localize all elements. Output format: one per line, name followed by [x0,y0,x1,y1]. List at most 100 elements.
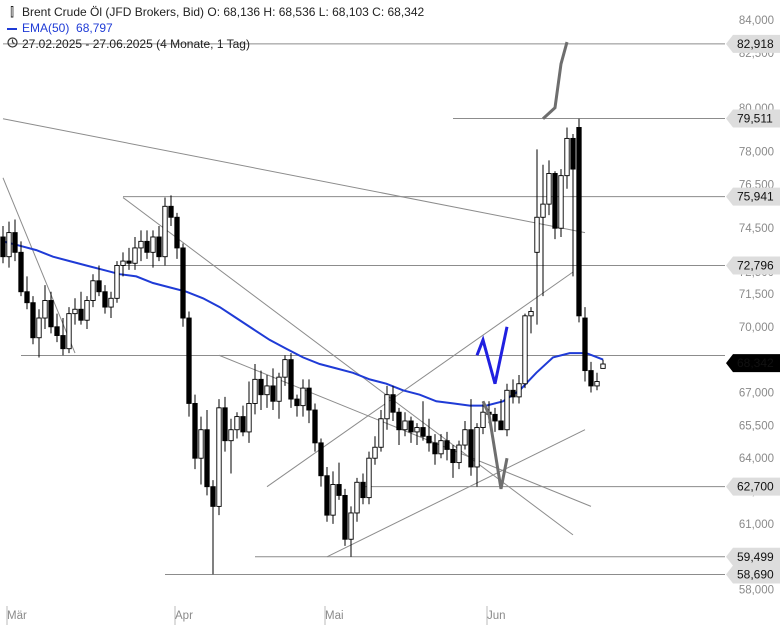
ema50-line [2,240,604,407]
candle-body [318,442,324,477]
candle-90 [540,164,546,297]
ema-label: EMA(50) [22,21,70,35]
candle-87 [522,313,528,389]
candle-28 [168,195,174,227]
candle-55 [330,471,336,524]
candle-14 [84,296,90,329]
candle-83 [498,399,504,431]
candle-74 [444,431,450,461]
candle-35 [210,480,216,575]
candle-body [78,308,84,321]
candle-body [204,429,210,488]
candle-body [366,457,372,499]
candle-body [390,394,396,413]
candle-body [600,363,606,369]
candle-82 [492,407,498,432]
candle-47 [282,355,288,386]
candle-body [300,387,306,407]
y-tick-label: 64,000 [739,453,774,465]
candle-70 [420,401,426,441]
candle-body [156,236,162,258]
candle-60 [360,473,366,505]
candle-body [594,381,600,387]
candle-body [276,376,282,402]
candle-51 [306,379,312,424]
level-label-0: 82,918 [726,34,780,53]
candle-body [426,435,432,444]
candle-body [162,205,168,258]
candle-33 [198,416,204,485]
candle-72 [432,434,438,465]
candle-16 [96,265,102,297]
candle-20 [120,252,126,277]
candle-body [570,137,576,170]
y-tick-label: 74,500 [739,223,774,235]
candle-body [24,291,30,304]
y-tick-label: 78,000 [739,147,774,159]
candle-30 [180,243,186,327]
candle-body [192,402,198,459]
candle-88 [528,307,534,334]
candle-body [108,297,114,308]
trendline-1 [2,118,586,234]
candle-45 [270,368,276,411]
candle-body [480,411,486,428]
candle-body [0,236,6,258]
candle-97 [582,307,588,382]
candle-37 [222,396,228,452]
date-range: 27.02.2025 - 27.06.2025 (4 Monate, 1 Tag… [6,37,250,51]
candle-54 [324,466,330,522]
candle-99 [594,372,600,391]
candle-31 [186,311,192,417]
candle-32 [192,394,198,470]
candle-body [540,203,546,218]
candle-body [6,232,12,258]
candle-body [60,335,66,350]
candle-body [342,494,348,540]
level-label-2: 75,941 [726,187,780,206]
y-tick-label: 84,000 [739,15,774,27]
candle-86 [516,374,522,404]
candle-body [258,378,264,396]
candle-71 [426,418,432,452]
candle-84 [504,383,510,437]
candle-body [90,280,96,301]
candle-body [492,413,498,422]
candle-body [414,427,420,433]
candle-68 [408,416,414,443]
candle-7 [42,285,48,329]
candle-body [444,440,450,450]
trendlines [2,118,592,558]
level-label-text: 72,796 [737,259,774,273]
candle-body [102,291,108,308]
candle-body [12,232,18,253]
candle-12 [72,298,78,325]
candle-38 [228,418,234,474]
level-labels: 82,918 79,511 75,941 72,796 68,342 62,700 59,4… [726,34,780,584]
candle-body [282,359,288,378]
range-text: 27.02.2025 - 27.06.2025 (4 Monate, 1 Tag… [22,37,250,51]
candle-body [270,385,276,402]
y-tick-label: 58,000 [739,585,774,597]
candle-5 [30,296,36,345]
ema-line [2,240,604,407]
candle-0 [0,226,6,264]
candle-94 [564,127,570,189]
level-label-box [726,109,780,128]
candle-body [516,383,522,398]
candle-73 [438,434,444,459]
candle-92 [552,171,558,240]
level-label-text: 59,499 [737,550,774,564]
candle-2 [12,219,18,262]
y-tick-label: 71,500 [739,289,774,301]
candle-body [240,416,246,433]
candle-46 [276,372,282,419]
projection-bull [475,326,509,385]
candle-body [402,420,408,431]
candle-body [534,216,540,253]
candle-body [396,411,402,431]
candle-body [96,280,102,293]
level-label-text: 79,511 [737,111,773,125]
level-label-box [726,256,780,275]
